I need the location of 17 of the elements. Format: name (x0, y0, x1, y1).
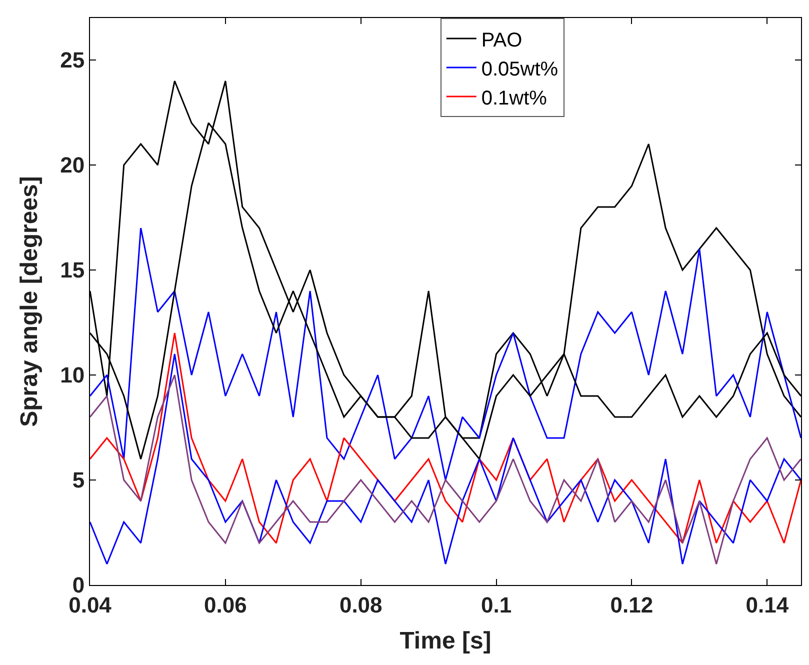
x-tick-label: 0.06 (204, 592, 247, 618)
y-tick-label: 25 (60, 48, 85, 73)
x-tick-label: 0.14 (746, 592, 790, 618)
x-tick-label: 0.1 (480, 592, 512, 618)
y-tick-label: 5 (72, 468, 85, 493)
line-series (90, 227, 801, 481)
line-series (90, 332, 801, 544)
y-tick-label: 10 (60, 362, 85, 388)
y-axis-title: Spray angle [degrees] (16, 176, 44, 427)
x-axis-title: Time [s] (400, 628, 492, 655)
x-tick-label: 0.12 (610, 592, 654, 618)
y-tick-label: 15 (60, 258, 85, 283)
y-tick-label: 20 (60, 152, 85, 178)
legend-label: 0.05wt% (481, 58, 558, 80)
legend-label: 0.1wt% (481, 87, 548, 110)
x-tick-label: 0.08 (339, 592, 382, 618)
legend-label: PAO (481, 29, 522, 52)
